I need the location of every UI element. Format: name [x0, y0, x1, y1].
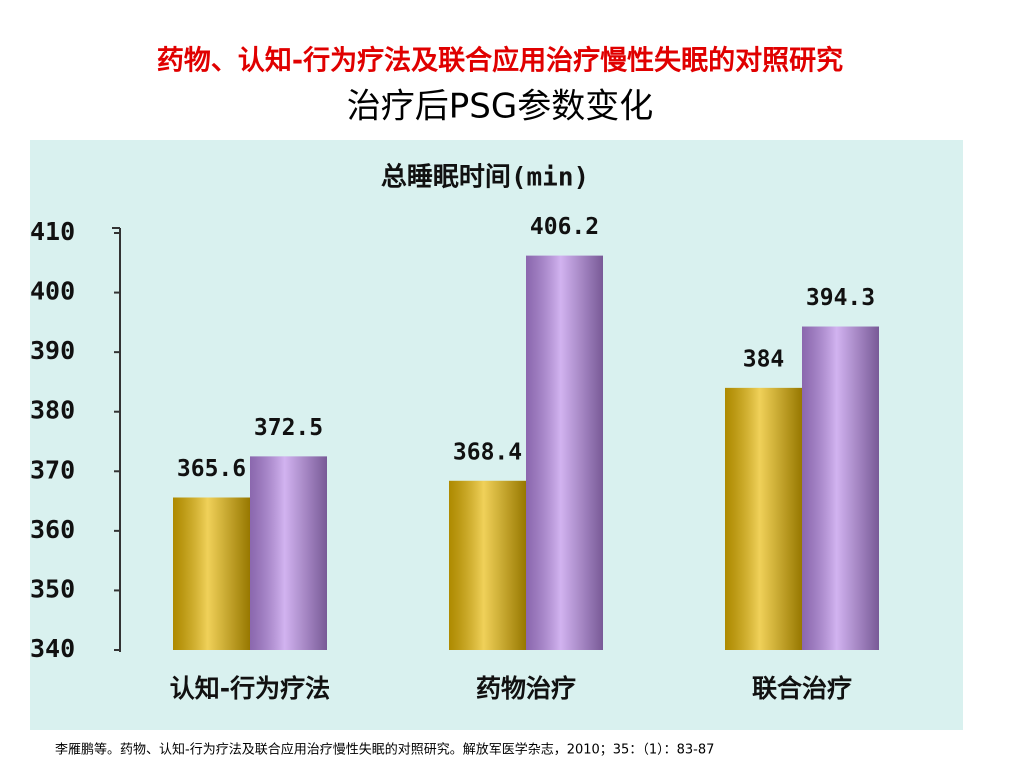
value-label: 372.5	[254, 415, 323, 441]
value-label: 384	[743, 346, 785, 372]
bar-shading	[802, 326, 879, 650]
y-tick-label: 380	[30, 396, 75, 425]
value-label: 406.2	[530, 214, 599, 240]
y-tick-label: 400	[30, 277, 75, 306]
x-tick-label: 药物治疗	[476, 674, 576, 703]
y-tick-label: 410	[30, 217, 75, 246]
y-tick-label: 390	[30, 336, 75, 365]
x-tick-label: 认知-行为疗法	[170, 674, 330, 703]
bar-shading	[250, 456, 327, 650]
y-tick-label: 340	[30, 634, 75, 663]
slide-subtitle: 治疗后PSG参数变化	[347, 87, 653, 127]
y-tick-label: 350	[30, 574, 75, 603]
slide-title: 药物、认知-行为疗法及联合应用治疗慢性失眠的对照研究	[157, 45, 843, 77]
y-tick-label: 370	[30, 455, 75, 484]
y-tick-label: 360	[30, 515, 75, 544]
bar-shading	[173, 497, 250, 650]
bar-shading	[725, 387, 802, 650]
value-label: 368.4	[453, 439, 522, 465]
x-tick-label: 联合治疗	[752, 674, 852, 703]
chart-title: 总睡眠时间(min)	[381, 163, 589, 193]
value-label: 365.6	[177, 456, 246, 482]
bar-shading	[449, 480, 526, 650]
bar-shading	[526, 255, 603, 650]
value-label: 394.3	[806, 285, 875, 311]
plot: 340 350 360 370 380 390 400 410 认知-行为疗法 365.6 372.…	[30, 214, 879, 703]
citation: 李雁鹏等。药物、认知-行为疗法及联合应用治疗慢性失眠的对照研究。解放军医学杂志，…	[55, 742, 714, 758]
